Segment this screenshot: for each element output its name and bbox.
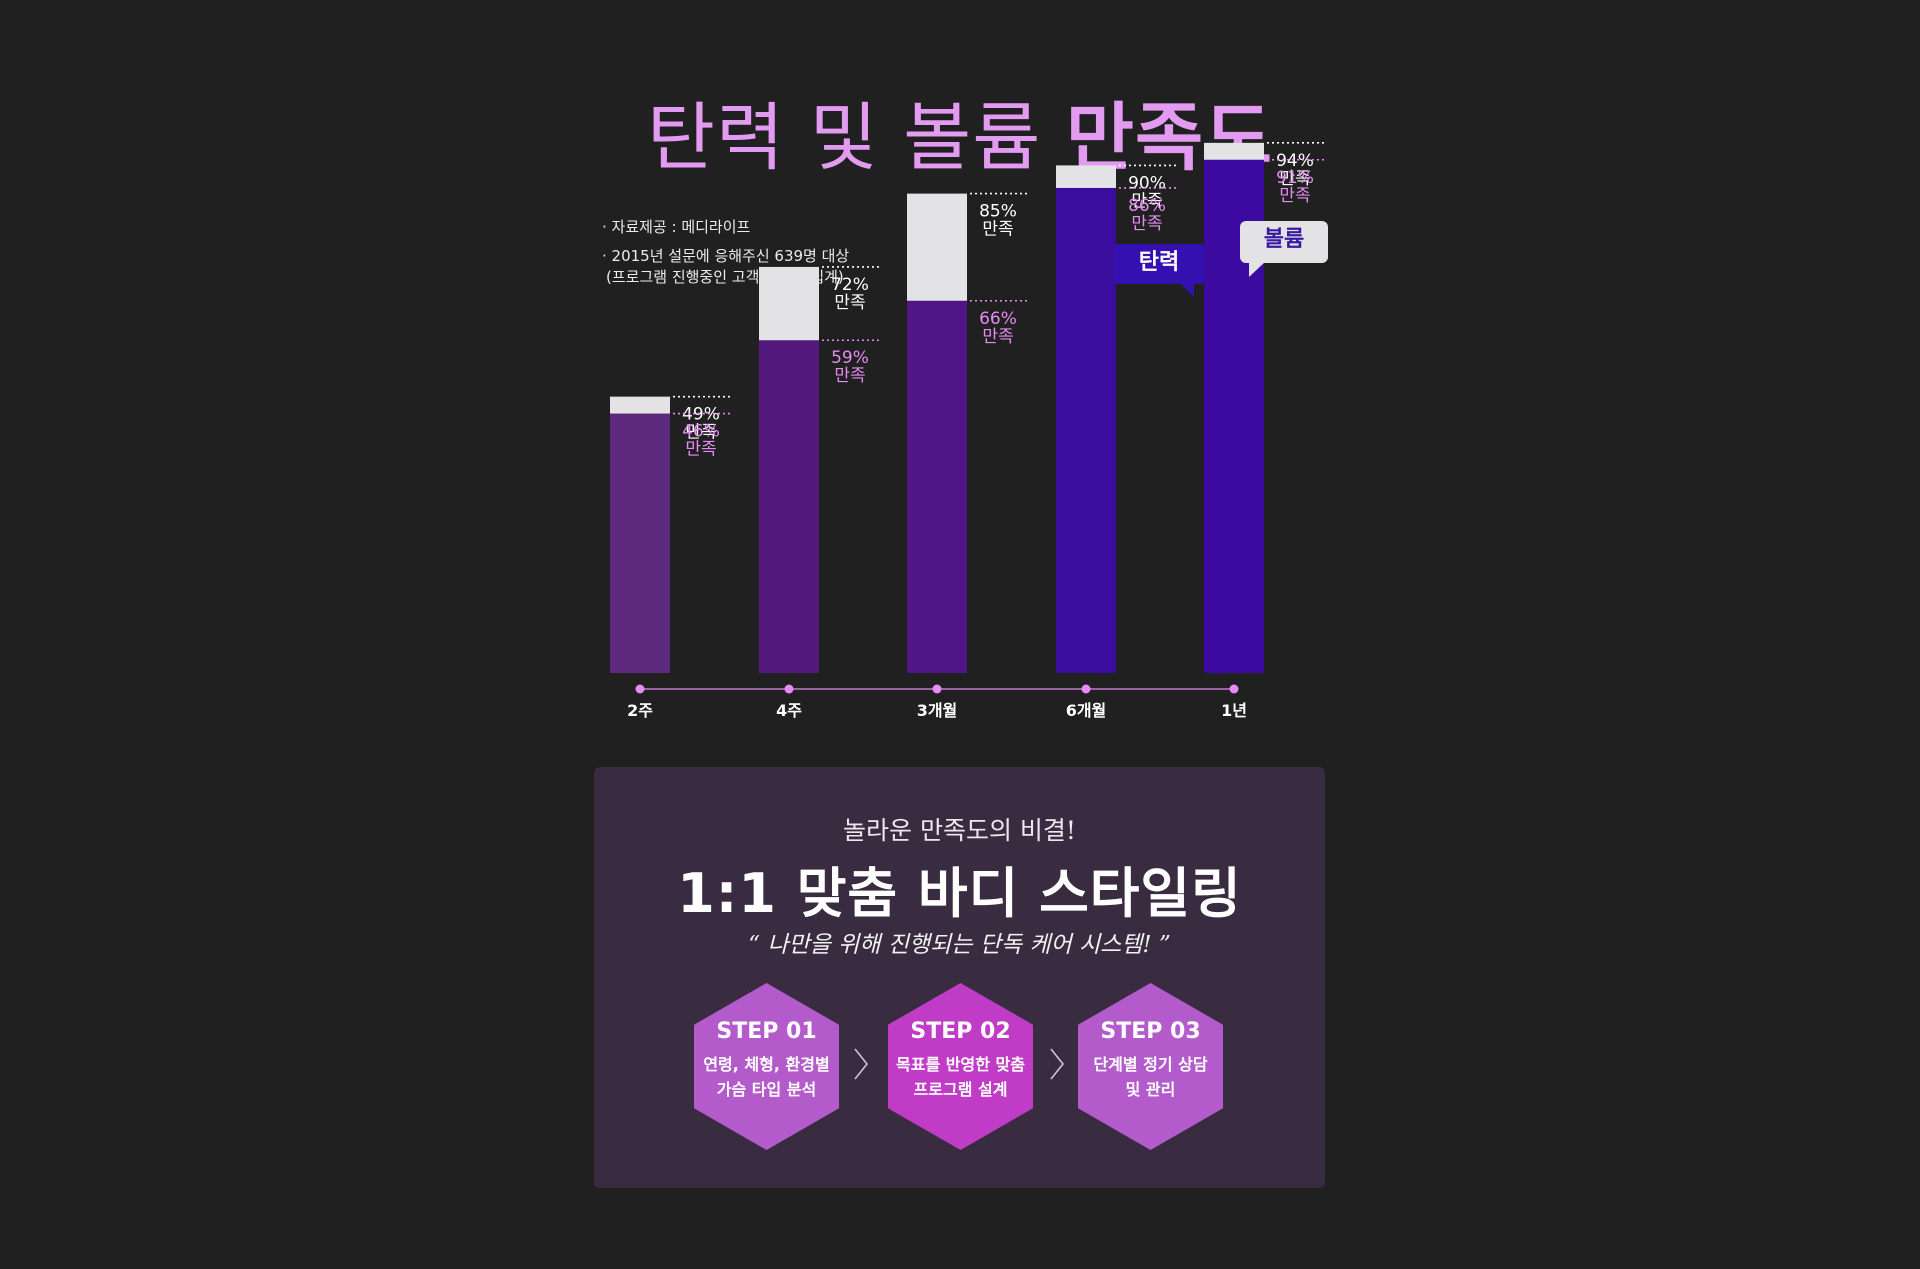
timeline-dot <box>1081 684 1091 694</box>
chevron-right-icon <box>854 1048 869 1080</box>
volume-word-label: 만족 <box>1279 169 1310 189</box>
volume-value-label: 90% <box>1128 173 1166 193</box>
volume-value-label: 94% <box>1276 151 1314 171</box>
secret-panel: 놀라운 만족도의 비결! 1:1 맞춤 바디 스타일링 “ 나만을 위해 진행되… <box>594 767 1325 1188</box>
step-title: STEP 03 <box>1100 1019 1201 1044</box>
elastic-bar <box>610 413 670 673</box>
category-label: 4주 <box>776 701 802 720</box>
step-title: STEP 02 <box>910 1019 1011 1044</box>
elastic-value-label: 59% <box>831 348 869 368</box>
elastic-value-label: 91% <box>1276 168 1314 188</box>
timeline-dot <box>784 684 794 694</box>
volume-word-label: 만족 <box>982 220 1013 240</box>
step-2-hexagon: STEP 02 목표를 반영한 맞춤 프로그램 설계 <box>888 983 1033 1150</box>
survey-note: · 2015년 설문에 응해주신 639명 대상 <box>602 247 850 265</box>
title-light: 탄력 및 볼륨 <box>646 95 1042 181</box>
step-desc-line: 연령, 체형, 환경별 <box>703 1055 830 1074</box>
elastic-bar <box>907 300 967 673</box>
volume-value-label: 72% <box>831 275 869 295</box>
panel-quote: “ 나만을 위해 진행되는 단독 케어 시스템! ” <box>748 932 1171 958</box>
category-label: 6개월 <box>1066 701 1107 720</box>
legend-volume: 볼륨 <box>1240 221 1328 277</box>
page-title: 탄력 및 볼륨 만족도 <box>0 78 1920 185</box>
volume-word-label: 만족 <box>834 293 865 313</box>
elastic-bar <box>759 340 819 673</box>
step-desc-line: 프로그램 설계 <box>913 1080 1008 1099</box>
elastic-value-label: 86% <box>1128 196 1166 216</box>
satisfaction-bar-chart: 49%만족46%만족2주72%만족59%만족4주85%만족66%만족3개월90%… <box>610 142 1325 720</box>
legend-elastic: 탄력 <box>1114 244 1204 297</box>
step-desc: 목표를 반영한 맞춤 프로그램 설계 <box>888 1052 1033 1102</box>
elastic-word-label: 만족 <box>1131 214 1162 234</box>
elastic-value-label: 46% <box>682 422 720 442</box>
elastic-word-label: 만족 <box>982 327 1013 347</box>
step-title: STEP 01 <box>716 1019 817 1044</box>
panel-headline: 1:1 맞춤 바디 스타일링 <box>677 862 1242 925</box>
category-label: 3개월 <box>917 701 958 720</box>
step-desc-line: 단계별 정기 상담 <box>1093 1055 1208 1074</box>
step-desc: 연령, 체형, 환경별 가슴 타입 분석 <box>694 1052 839 1102</box>
chevron-right-icon <box>1050 1048 1065 1080</box>
volume-value-label: 85% <box>979 202 1017 222</box>
step-3-hexagon: STEP 03 단계별 정기 상담 및 관리 <box>1078 983 1223 1150</box>
step-desc-line: 및 관리 <box>1125 1080 1176 1099</box>
timeline-dot <box>932 684 942 694</box>
timeline-dot <box>635 684 645 694</box>
timeline-dot <box>1229 684 1239 694</box>
step-desc-line: 가슴 타입 분석 <box>716 1080 817 1099</box>
volume-word-label: 만족 <box>1131 191 1162 211</box>
elastic-word-label: 만족 <box>834 366 865 386</box>
source-note: · 자료제공 : 메디라이프 <box>602 218 751 236</box>
category-label: 2주 <box>627 701 653 720</box>
step-1-hexagon: STEP 01 연령, 체형, 환경별 가슴 타입 분석 <box>694 983 839 1150</box>
step-desc-line: 목표를 반영한 맞춤 <box>896 1055 1025 1074</box>
volume-value-label: 49% <box>682 405 720 425</box>
elastic-bar <box>1056 187 1116 673</box>
elastic-word-label: 만족 <box>1279 186 1310 206</box>
volume-word-label: 만족 <box>685 423 716 443</box>
step-desc: 단계별 정기 상담 및 관리 <box>1078 1052 1223 1102</box>
panel-subtitle: 놀라운 만족도의 비결! <box>843 816 1076 845</box>
category-label: 1년 <box>1221 701 1247 720</box>
elastic-value-label: 66% <box>979 309 1017 329</box>
elastic-word-label: 만족 <box>685 440 716 460</box>
